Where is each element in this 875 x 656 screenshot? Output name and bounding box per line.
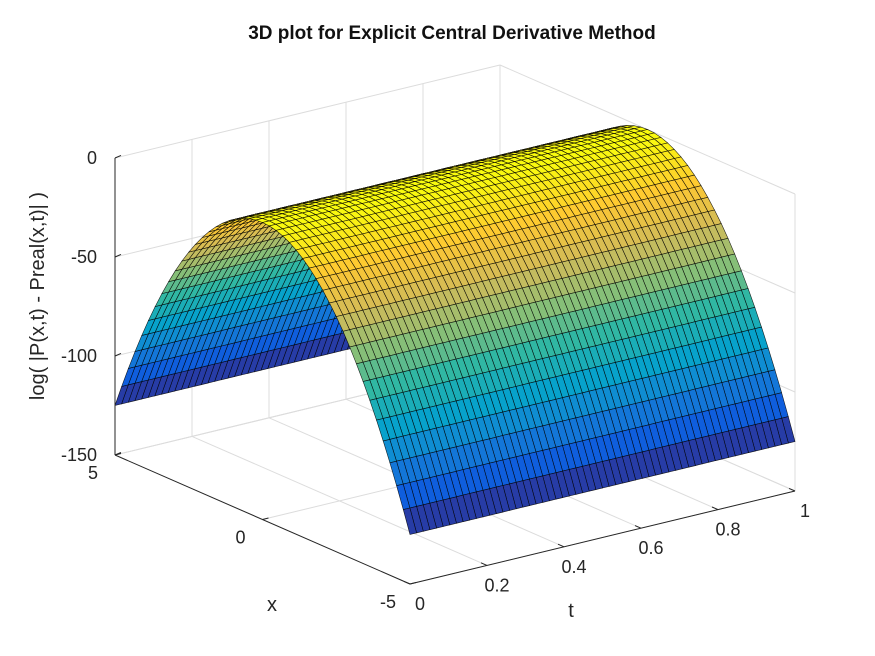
z-tick-mark bbox=[114, 253, 122, 258]
z-tick-label: -100 bbox=[61, 346, 97, 366]
z-tick-label: 0 bbox=[87, 148, 97, 168]
t-tick-label: 0.8 bbox=[715, 520, 740, 540]
z-tick-mark bbox=[114, 154, 122, 159]
t-tick-mark bbox=[788, 487, 796, 492]
z-tick-label: -50 bbox=[71, 247, 97, 267]
t-axis-label: t bbox=[568, 600, 574, 622]
z-tick-label: -150 bbox=[61, 445, 97, 465]
chart-title: 3D plot for Explicit Central Derivative … bbox=[248, 23, 656, 44]
z-axis-label: log( |P(x,t) - Preal(x,t)| ) bbox=[27, 192, 49, 400]
x-axis-label: x bbox=[267, 594, 277, 616]
t-tick-label: 0 bbox=[415, 594, 425, 614]
t-tick-label: 0.6 bbox=[638, 538, 663, 558]
x-tick-label: 0 bbox=[235, 528, 245, 548]
t-tick-mark bbox=[711, 506, 719, 511]
t-tick-label: 0.4 bbox=[561, 557, 586, 577]
tick-labels: 00.20.40.60.81-505-150-100-500 bbox=[61, 148, 810, 614]
t-tick-mark bbox=[403, 580, 411, 585]
t-tick-mark bbox=[480, 562, 488, 566]
surface-patch bbox=[402, 507, 417, 535]
surface-plot bbox=[114, 124, 796, 535]
t-tick-mark bbox=[634, 525, 642, 529]
t-tick-label: 1 bbox=[800, 501, 810, 521]
axis-lines bbox=[114, 154, 796, 585]
x-tick-label: 5 bbox=[88, 463, 98, 483]
grid-line bbox=[114, 64, 501, 159]
t-tick-label: 0.2 bbox=[484, 575, 509, 595]
z-tick-mark bbox=[114, 451, 122, 456]
t-axis-line bbox=[409, 490, 796, 585]
x-tick-mark bbox=[409, 582, 417, 585]
t-tick-mark bbox=[557, 543, 565, 548]
x-tick-mark bbox=[262, 517, 269, 520]
x-tick-label: -5 bbox=[380, 592, 396, 612]
z-tick-mark bbox=[114, 352, 122, 357]
